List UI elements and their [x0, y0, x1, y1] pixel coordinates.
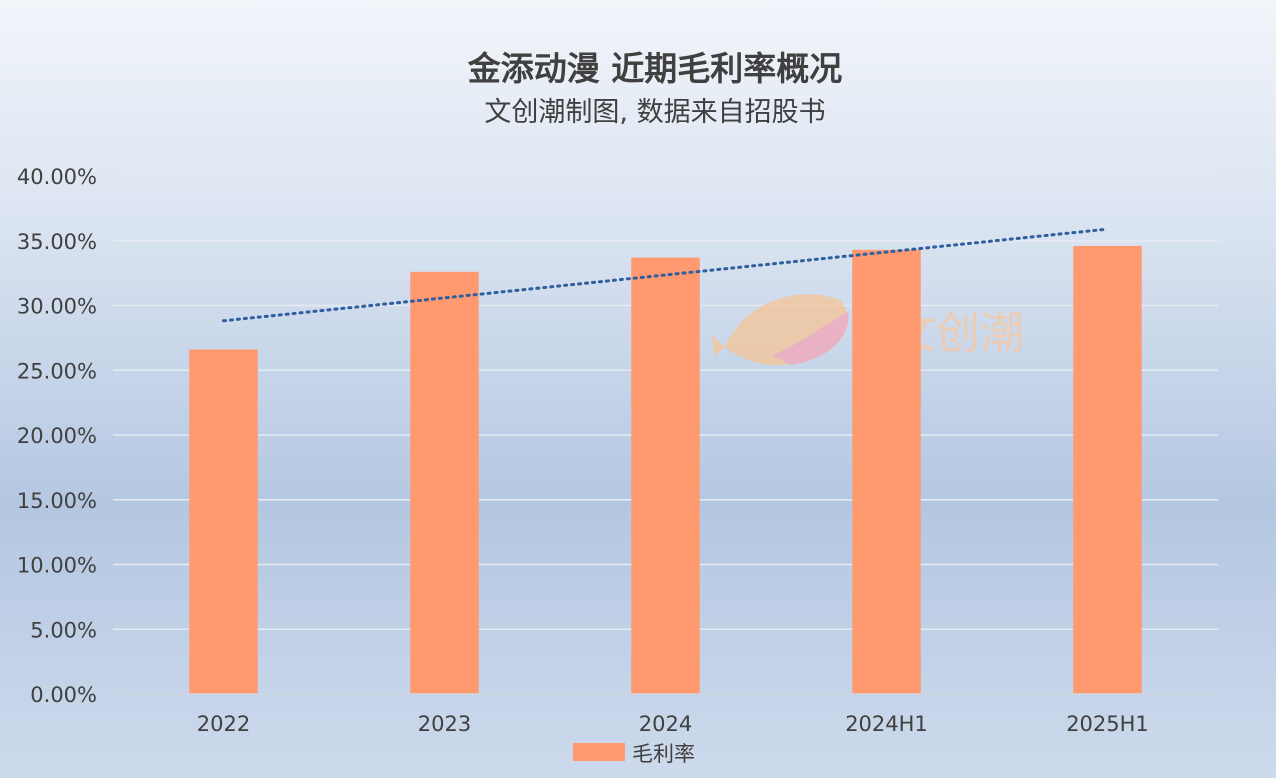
y-tick-label: 0.00% — [30, 683, 97, 707]
x-tick-label: 2024H1 — [845, 712, 928, 736]
legend-swatch — [573, 743, 625, 761]
legend-label: 毛利率 — [632, 742, 695, 766]
chart-subtitle: 文创潮制图, 数据来自招股书 — [484, 97, 825, 128]
bars — [189, 245, 1142, 694]
y-tick-label: 15.00% — [17, 489, 97, 513]
trendline — [222, 227, 1109, 323]
y-tick-label: 20.00% — [17, 424, 97, 448]
chart-title: 金添动漫 近期毛利率概况 — [467, 49, 843, 88]
x-tick-label: 2022 — [197, 712, 250, 736]
bar — [852, 249, 921, 694]
legend: 毛利率 — [573, 742, 695, 766]
bar — [410, 271, 479, 694]
bar — [631, 257, 700, 694]
y-axis-ticks: 0.00% 5.00% 10.00% 15.00% 20.00% 25.00% 30.00%… — [17, 165, 97, 707]
x-tick-label: 2024 — [639, 712, 692, 736]
y-tick-label: 10.00% — [17, 554, 97, 578]
bar — [1073, 245, 1142, 694]
y-tick-label: 25.00% — [17, 359, 97, 383]
x-tick-label: 2023 — [418, 712, 471, 736]
y-tick-label: 35.00% — [17, 230, 97, 254]
x-axis-ticks: 2022 2023 2024 2024H1 2025H1 — [197, 712, 1149, 736]
fish-leaf-logo — [712, 294, 849, 366]
y-tick-label: 5.00% — [30, 618, 97, 642]
bar — [189, 349, 258, 694]
y-tick-label: 40.00% — [17, 165, 97, 189]
x-tick-label: 2025H1 — [1066, 712, 1149, 736]
y-tick-label: 30.00% — [17, 295, 97, 319]
